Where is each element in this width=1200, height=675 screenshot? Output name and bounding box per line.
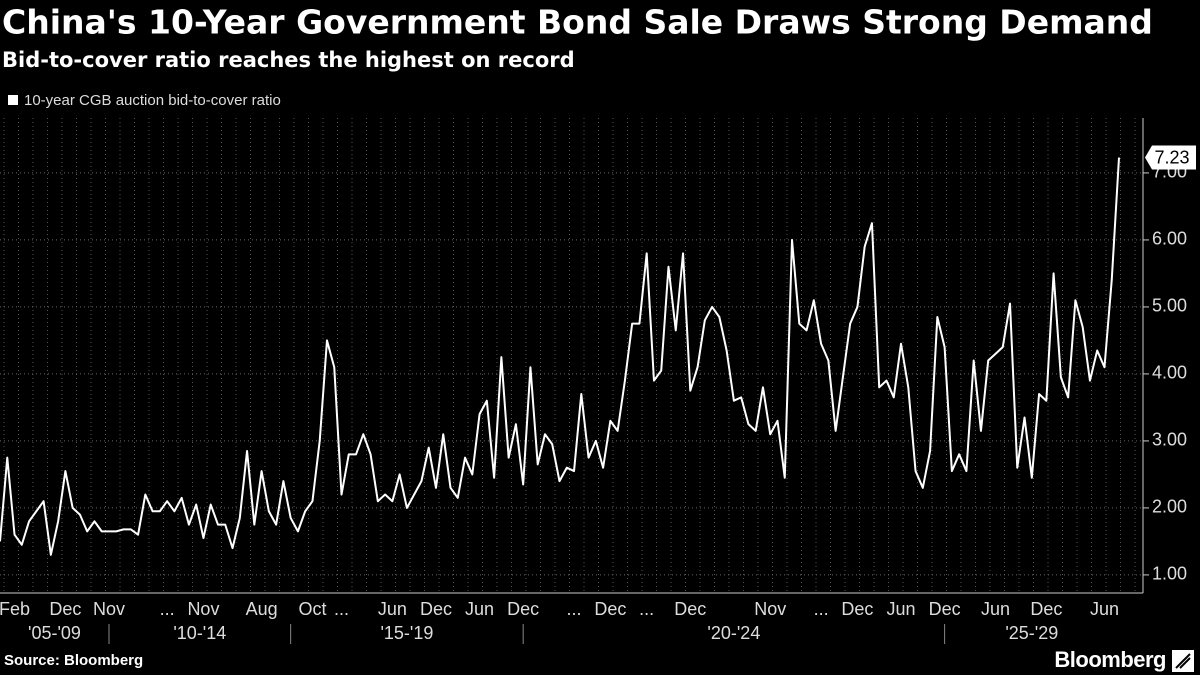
- x-tick-label: Dec: [674, 599, 706, 619]
- x-group-label: '20-'24: [707, 623, 760, 643]
- source: Source: Bloomberg: [4, 652, 143, 669]
- x-tick-label: ...: [334, 599, 349, 619]
- x-tick-label: Dec: [594, 599, 626, 619]
- x-group-label: '10-'14: [173, 623, 226, 643]
- x-group-label: '15-'19: [380, 623, 433, 643]
- x-tick-label: ...: [639, 599, 654, 619]
- value-label: 7.23: [1154, 147, 1189, 167]
- x-tick-label: Jun: [378, 599, 407, 619]
- line: [0, 157, 1120, 556]
- x-tick-label: Jun: [465, 599, 494, 619]
- x-tick-label: Dec: [507, 599, 539, 619]
- y-tick-label: 2.00: [1152, 497, 1187, 517]
- x-group-label: '25-'29: [1005, 623, 1058, 643]
- x-tick-label: ...: [814, 599, 829, 619]
- x-tick-label: Nov: [754, 599, 786, 619]
- y-tick-label: 6.00: [1152, 229, 1187, 249]
- legend-swatch: [8, 95, 18, 105]
- x-tick-label: Nov: [187, 599, 219, 619]
- x-tick-label: Dec: [841, 599, 873, 619]
- x-tick-label: Dec: [420, 599, 452, 619]
- chart-subtitle: Bid-to-cover ratio reaches the highest o…: [2, 48, 575, 72]
- value-callout: [1145, 145, 1196, 170]
- x-tick-label: ...: [567, 599, 582, 619]
- y-tick-label: 3.00: [1152, 430, 1187, 450]
- x-tick-label: Jun: [1090, 599, 1119, 619]
- x-tick-label: Jun: [981, 599, 1010, 619]
- x-tick-label: Dec: [929, 599, 961, 619]
- x-tick-label: Jun: [886, 599, 915, 619]
- x-tick-label: Nov: [93, 599, 125, 619]
- brand: Bloomberg: [1054, 647, 1166, 672]
- x-tick-label: Oct: [298, 599, 326, 619]
- x-tick-label: Dec: [49, 599, 81, 619]
- x-tick-label: Feb: [0, 599, 30, 619]
- brand-logo-mark: [1175, 653, 1191, 669]
- x-group-label: '05-'09: [28, 623, 81, 643]
- chart-title: China's 10-Year Government Bond Sale Dra…: [2, 3, 1153, 42]
- x-tick-label: ...: [160, 599, 175, 619]
- legend-label: 10-year CGB auction bid-to-cover ratio: [24, 92, 281, 109]
- y-tick-label: 5.00: [1152, 296, 1187, 316]
- y-tick-label: 1.00: [1152, 564, 1187, 584]
- y-tick-label: 4.00: [1152, 363, 1187, 383]
- x-tick-label: Dec: [1030, 599, 1062, 619]
- x-tick-label: Aug: [246, 599, 278, 619]
